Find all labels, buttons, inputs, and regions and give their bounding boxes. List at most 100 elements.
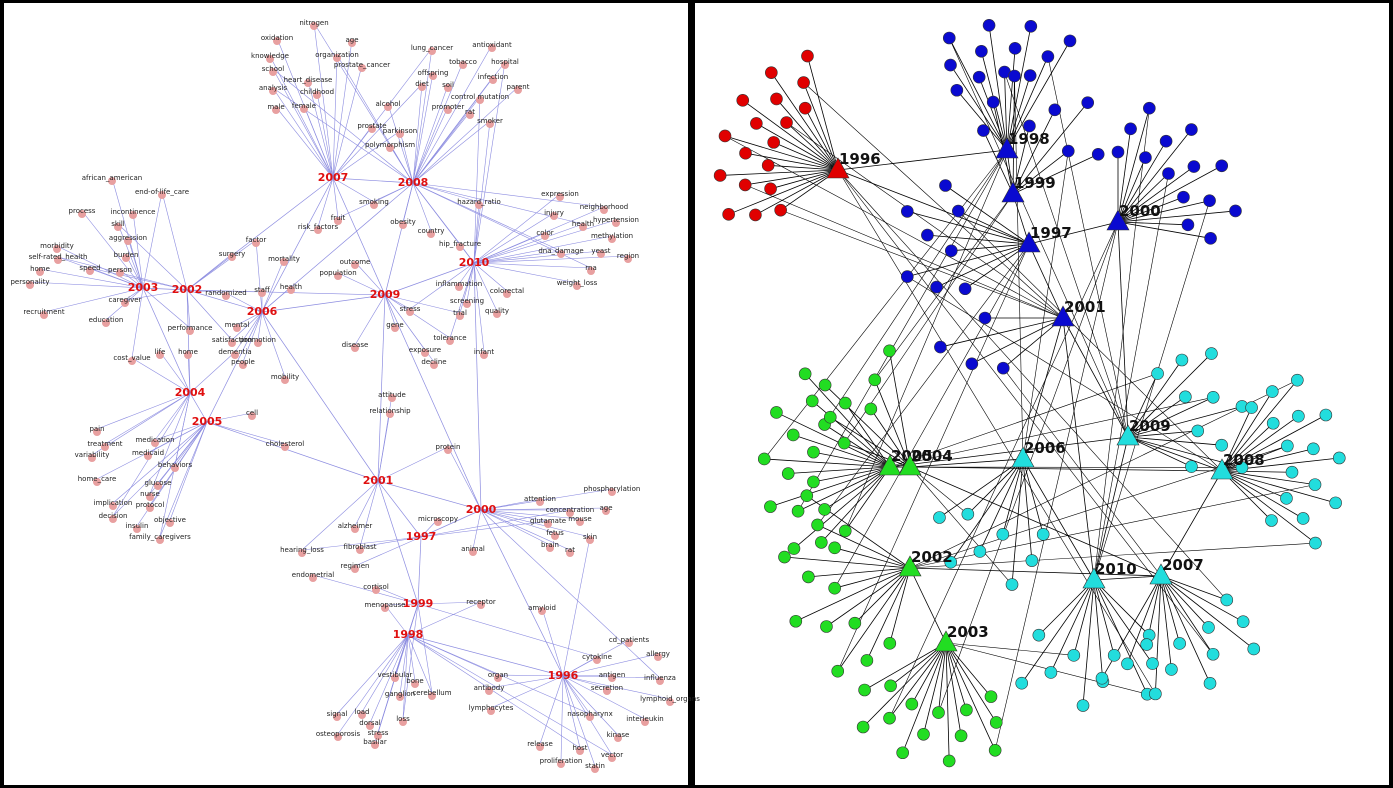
term-node — [476, 96, 484, 104]
hub-edge — [142, 287, 188, 291]
term-edge — [412, 83, 423, 184]
term-node — [551, 532, 559, 540]
edge — [889, 396, 1214, 468]
node — [831, 664, 845, 678]
edge — [1022, 150, 1069, 460]
term-label: variability — [75, 451, 110, 459]
edge — [813, 466, 891, 483]
term-label: hazard_ratio — [457, 198, 501, 206]
year-label: 2004 — [911, 447, 953, 465]
term-node — [493, 310, 501, 318]
node — [770, 406, 783, 419]
node — [982, 18, 996, 32]
term-label: gene — [386, 321, 404, 329]
edge — [874, 379, 911, 468]
term-node — [233, 324, 241, 332]
node — [1041, 50, 1055, 63]
node — [722, 208, 735, 221]
edge — [834, 567, 911, 589]
node — [767, 136, 780, 149]
edge — [950, 458, 1024, 563]
term-node — [310, 22, 318, 30]
node — [1215, 159, 1229, 173]
term-edge — [354, 294, 386, 346]
term-edge — [389, 144, 414, 184]
term-edge — [354, 480, 379, 527]
term-label: obesity — [390, 218, 416, 226]
edge — [1221, 470, 1316, 486]
edge — [1093, 200, 1210, 581]
term-node — [544, 520, 552, 528]
term-node — [281, 443, 289, 451]
term-edge — [473, 201, 480, 264]
term-node — [304, 79, 312, 87]
term-label: antigen — [599, 671, 626, 679]
edge — [1006, 48, 1016, 151]
term-node — [86, 267, 94, 275]
term-edge — [332, 83, 423, 179]
term-edge — [412, 76, 494, 184]
term-label: basilar — [363, 738, 387, 746]
hub-edge — [332, 177, 386, 296]
term-label: surgery — [219, 250, 246, 258]
node — [1332, 451, 1346, 465]
term-label: receptor — [466, 598, 496, 606]
year-label: 2007 — [318, 171, 349, 184]
term-edge — [272, 68, 334, 179]
term-edge — [562, 675, 608, 689]
term-edge — [359, 536, 422, 548]
term-edge — [412, 84, 449, 184]
node — [798, 101, 812, 115]
term-label: skill — [111, 220, 125, 228]
edge — [874, 193, 1014, 381]
term-node — [129, 211, 137, 219]
node — [761, 159, 775, 172]
edge — [1221, 470, 1336, 504]
year-node — [878, 454, 902, 476]
term-edge — [480, 509, 549, 522]
term-label: fruit — [331, 214, 346, 222]
node — [986, 95, 1000, 109]
edge — [773, 142, 839, 171]
year-label: 2002 — [911, 548, 953, 566]
term-edge — [473, 262, 592, 269]
term-edge — [473, 193, 561, 264]
node — [883, 637, 897, 650]
edge — [1117, 165, 1222, 223]
term-node — [109, 515, 117, 523]
edge — [1154, 575, 1162, 694]
term-edge — [480, 509, 661, 679]
term-label: soil — [442, 81, 454, 89]
edge — [824, 384, 911, 468]
term-node — [406, 308, 414, 316]
hub-edge — [480, 509, 564, 677]
term-label: lung_cancer — [411, 44, 453, 52]
node — [1202, 621, 1215, 634]
edge — [938, 642, 947, 713]
term-label: health — [280, 283, 302, 291]
edge — [1011, 458, 1024, 585]
hub-edge — [420, 509, 482, 538]
node — [780, 116, 793, 129]
term-node — [625, 639, 633, 647]
node — [1146, 657, 1159, 670]
edge — [804, 373, 891, 468]
term-edge — [480, 507, 607, 511]
term-edge — [112, 421, 208, 504]
hub-edge — [206, 311, 263, 423]
term-node — [93, 428, 101, 436]
node — [905, 697, 919, 711]
term-edge — [332, 177, 339, 219]
term-label: home — [30, 265, 50, 273]
term-node — [536, 498, 544, 506]
hub-edge — [837, 149, 1008, 171]
term-label: cd_patients — [609, 636, 650, 644]
node — [1307, 442, 1320, 456]
term-node — [557, 760, 565, 768]
term-label: vestibular — [378, 671, 413, 679]
term-node — [469, 548, 477, 556]
node — [1281, 439, 1294, 453]
term-node — [489, 76, 497, 84]
term-edge — [472, 509, 482, 550]
node — [930, 280, 943, 294]
